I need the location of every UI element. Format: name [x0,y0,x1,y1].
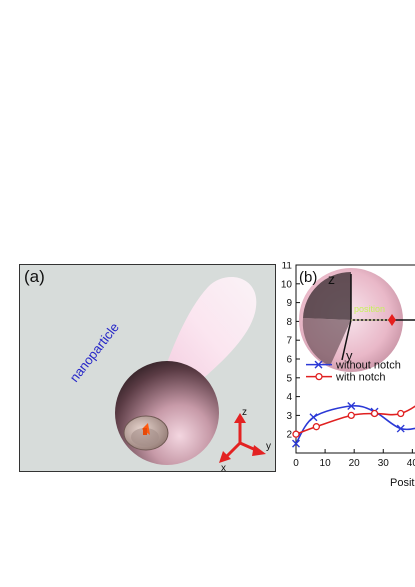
y-tick-label-8: 8 [286,317,292,328]
y-tick-label-10: 10 [281,279,293,290]
inset-z-label: z [328,271,335,287]
axis-x-label: x [221,463,226,472]
x-tick-label-40: 40 [407,458,415,469]
x-tick-label-10: 10 [320,458,332,469]
x-tick-label-20: 20 [349,458,361,469]
y-tick-label-9: 9 [286,298,292,309]
series-0-point-0 [292,439,300,448]
coordinate-axes: z y x [219,407,271,472]
panel-b-label: (b) [299,269,317,286]
y-tick-label-4: 4 [286,392,292,403]
inset-position-label: position [354,304,385,314]
axis-z-label: z [242,407,247,418]
legend-label-0: without notch [335,360,401,372]
y-tick-label-5: 5 [286,373,292,384]
x-tick-label-30: 30 [378,458,390,469]
series-1-point-1 [312,423,321,431]
series-1-point-4 [397,409,405,418]
legend-label-1: with notch [335,372,386,384]
y-tick-label-6: 6 [286,355,292,366]
y-tick-label-2: 2 [286,430,292,441]
x-tick-label-0: 0 [293,458,299,469]
y-tick-label-11: 11 [282,262,293,272]
panel-a: nanoparticle z y x (a) [19,264,276,472]
series-1-point-0 [292,430,300,438]
x-axis: 01020304050 [293,449,415,469]
series-0-point-4 [396,424,405,433]
series-1-point-3 [370,409,379,418]
series-group [292,402,415,448]
panel-a-label: (a) [24,267,45,286]
legend-marker-1 [315,372,323,381]
x-axis-label: Posit [390,477,414,487]
series-1-point-2 [347,411,355,420]
nanoparticle-label: nanoparticle [67,320,122,385]
axis-y-label: y [266,441,271,452]
nanoparticle-sphere [115,361,219,465]
y-tick-label-3: 3 [286,411,292,422]
series-0-point-1 [309,413,318,422]
panel-a-illustration: nanoparticle z y x [67,276,271,472]
inset-y-label: y [346,348,353,363]
inset-cutaway-sphere: z y position [299,268,415,372]
legend-marker-0-b [314,360,323,369]
y-axis: 2 3 4 5 6 7 8 9 10 11 [281,262,300,441]
y-tick-label-7: 7 [286,336,292,347]
series-0-point-2 [347,402,356,410]
